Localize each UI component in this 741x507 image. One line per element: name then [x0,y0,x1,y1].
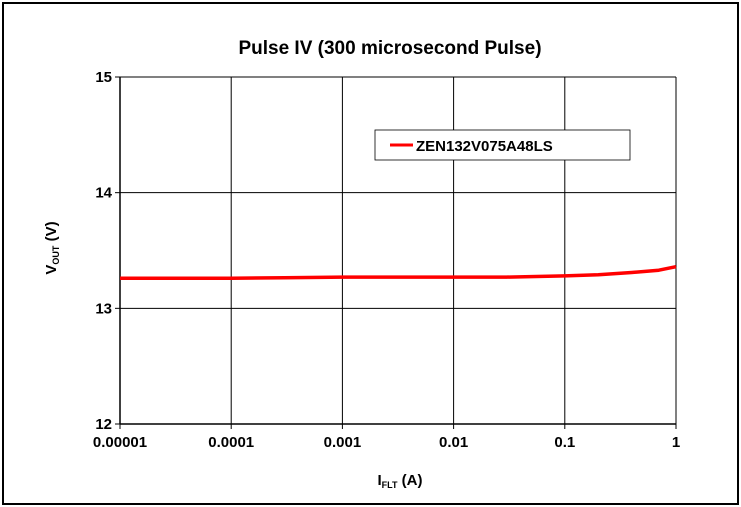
plot-background [120,77,676,424]
y-tick-labels: 12 13 14 15 [95,69,112,433]
legend: ZEN132V075A48LS [375,130,630,160]
x-tick-label: 1 [672,434,680,451]
y-tick-label: 12 [95,416,112,433]
x-tick-label: 0.01 [439,434,468,451]
y-axis-label: VOUT (V) [43,221,61,274]
y-tick-label: 14 [95,185,112,202]
x-tick-labels: 0.00001 0.0001 0.001 0.01 0.1 1 [93,434,680,451]
chart-title: Pulse IV (300 microsecond Pulse) [238,38,541,59]
y-tick-label: 15 [95,69,112,86]
x-tick-label: 0.00001 [93,434,147,451]
legend-label: ZEN132V075A48LS [416,138,553,155]
y-tick-label: 13 [95,300,112,317]
plot-area [120,77,676,424]
x-tick-label: 0.0001 [208,434,254,451]
x-tick-label: 0.001 [324,434,362,451]
x-axis-label: IFLT (A) [378,472,423,490]
x-tick-label: 0.1 [554,434,575,451]
